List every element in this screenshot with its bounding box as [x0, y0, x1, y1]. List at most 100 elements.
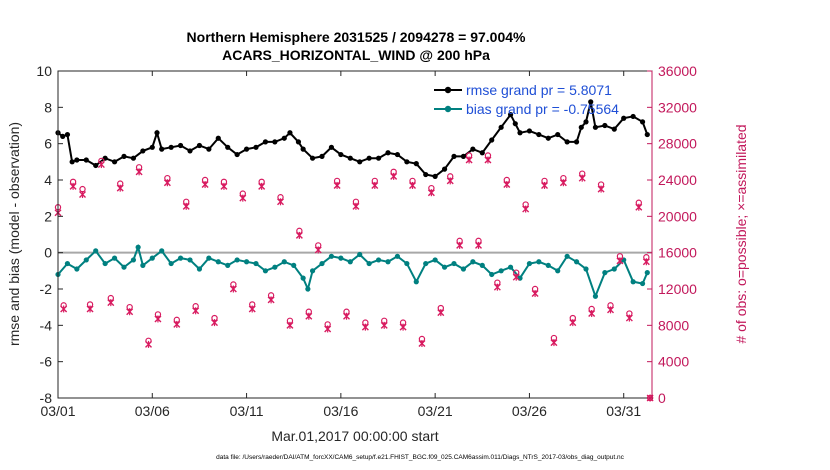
- obs_assimilated-point: [107, 299, 115, 307]
- bias-point: [507, 264, 514, 270]
- bias-point: [206, 255, 212, 261]
- bias-point: [347, 259, 353, 265]
- left-y-tick-label: 4: [44, 172, 52, 188]
- bias-point: [545, 262, 551, 268]
- rmse-point: [347, 155, 353, 161]
- rmse-point: [413, 161, 419, 167]
- obs_assimilated-point: [588, 310, 596, 318]
- bias-point: [328, 253, 335, 259]
- bias-point: [272, 264, 278, 270]
- rmse-point: [60, 133, 66, 139]
- right-y-tick-label: 28000: [658, 136, 697, 152]
- bias-point: [611, 266, 617, 272]
- rmse-point: [338, 151, 344, 158]
- bias-point: [498, 268, 504, 274]
- bias-point: [305, 286, 311, 292]
- obs_assimilated-point: [493, 283, 501, 291]
- bias-point: [602, 270, 608, 276]
- x-tick-label: 03/31: [606, 403, 641, 419]
- obs_assimilated-point: [79, 191, 87, 199]
- obs_assimilated-point: [559, 179, 567, 187]
- rmse-point: [177, 142, 184, 149]
- obs_assimilated-point: [578, 174, 586, 182]
- rmse-point: [74, 157, 80, 163]
- rmse-point: [168, 144, 174, 150]
- rmse-point: [644, 131, 650, 138]
- rmse-point: [512, 121, 518, 127]
- x-axis-label: Mar.01,2017 00:00:00 start: [271, 428, 438, 444]
- rmse-point: [545, 135, 551, 141]
- rmse-point: [69, 159, 75, 165]
- bias-point: [262, 268, 269, 274]
- bias-point: [573, 259, 580, 265]
- obs_assimilated-point: [277, 198, 285, 206]
- left-y-tick-label: 8: [44, 99, 52, 115]
- obs_assimilated-point: [116, 184, 124, 192]
- bias-point: [479, 262, 485, 268]
- left-y-axis: -8 -6 -4 -2 0 2 4 6 8 10: [36, 63, 63, 406]
- obs_assimilated-point: [126, 308, 134, 316]
- rmse-point: [639, 119, 646, 125]
- obs_assimilated-point: [569, 319, 577, 327]
- right-y-tick-label: 0: [658, 390, 666, 406]
- obs_assimilated-point: [295, 231, 303, 239]
- bias-point: [140, 262, 146, 268]
- right-y-tick-label: 24000: [658, 172, 697, 188]
- obs_assimilated-point: [475, 241, 483, 249]
- rmse-point: [253, 144, 259, 150]
- bias-point: [460, 266, 467, 272]
- bias-point: [526, 260, 533, 267]
- bias-point: [111, 255, 118, 261]
- obs_assimilated-point: [145, 340, 153, 348]
- obs_assimilated-point: [163, 179, 171, 187]
- rmse-point: [287, 130, 293, 136]
- obs_assimilated-point: [361, 323, 369, 331]
- bias-point: [187, 257, 193, 263]
- bias-point: [489, 271, 495, 278]
- right-y-tick-label: 20000: [658, 208, 697, 224]
- obs_assimilated-point: [399, 323, 407, 331]
- rmse-point: [281, 135, 287, 141]
- right-y-tick-label: 8000: [658, 317, 689, 333]
- rmse-point: [578, 124, 584, 130]
- rmse-point: [206, 146, 212, 152]
- obs_assimilated-point: [625, 314, 633, 322]
- x-tick-label: 03/11: [230, 403, 264, 419]
- legend-rmse-marker: [444, 86, 452, 94]
- rmse-point: [140, 148, 146, 154]
- footer-data-file: data file: /Users/raeder/DAI/ATM_forcXX/…: [216, 454, 625, 461]
- rmse-point: [234, 151, 240, 158]
- obs_assimilated-point: [343, 312, 351, 320]
- bias-point: [319, 260, 325, 267]
- legend-rmse-label: rmse grand pr = 5.8071: [466, 82, 612, 98]
- x-tick-label: 03/26: [512, 403, 547, 419]
- obs_assimilated-point: [60, 305, 68, 313]
- rmse-point: [187, 148, 193, 154]
- rmse-point: [328, 144, 335, 150]
- obs_assimilated-point: [286, 321, 294, 329]
- bias-point: [196, 266, 203, 272]
- obs_assimilated-point: [220, 182, 228, 190]
- obs_assimilated-point: [182, 202, 190, 210]
- bias-point: [159, 248, 165, 254]
- rmse-point: [130, 155, 137, 161]
- obs_assimilated-point: [409, 181, 417, 189]
- rmse-point: [564, 139, 570, 145]
- bias-point: [366, 260, 372, 267]
- obs_assimilated-point: [86, 305, 94, 313]
- bias-point: [592, 293, 599, 299]
- chart-title-line2: ACARS_HORIZONTAL_WIND @ 200 hPa: [222, 47, 490, 63]
- x-tick-label: 03/21: [418, 403, 453, 419]
- left-y-axis-label: rmse and bias (model - observation): [6, 122, 22, 346]
- obs_assimilated-point: [333, 181, 341, 189]
- rmse-point: [262, 139, 269, 145]
- right-y-tick-label: 32000: [658, 99, 697, 115]
- bias-point: [423, 260, 429, 267]
- rmse-point: [621, 115, 627, 121]
- left-y-tick-label: 10: [36, 63, 52, 79]
- left-y-tick-label: -8: [40, 390, 53, 406]
- bias-point: [74, 266, 80, 272]
- rmse-point: [489, 137, 495, 143]
- obs_assimilated-point: [465, 156, 473, 164]
